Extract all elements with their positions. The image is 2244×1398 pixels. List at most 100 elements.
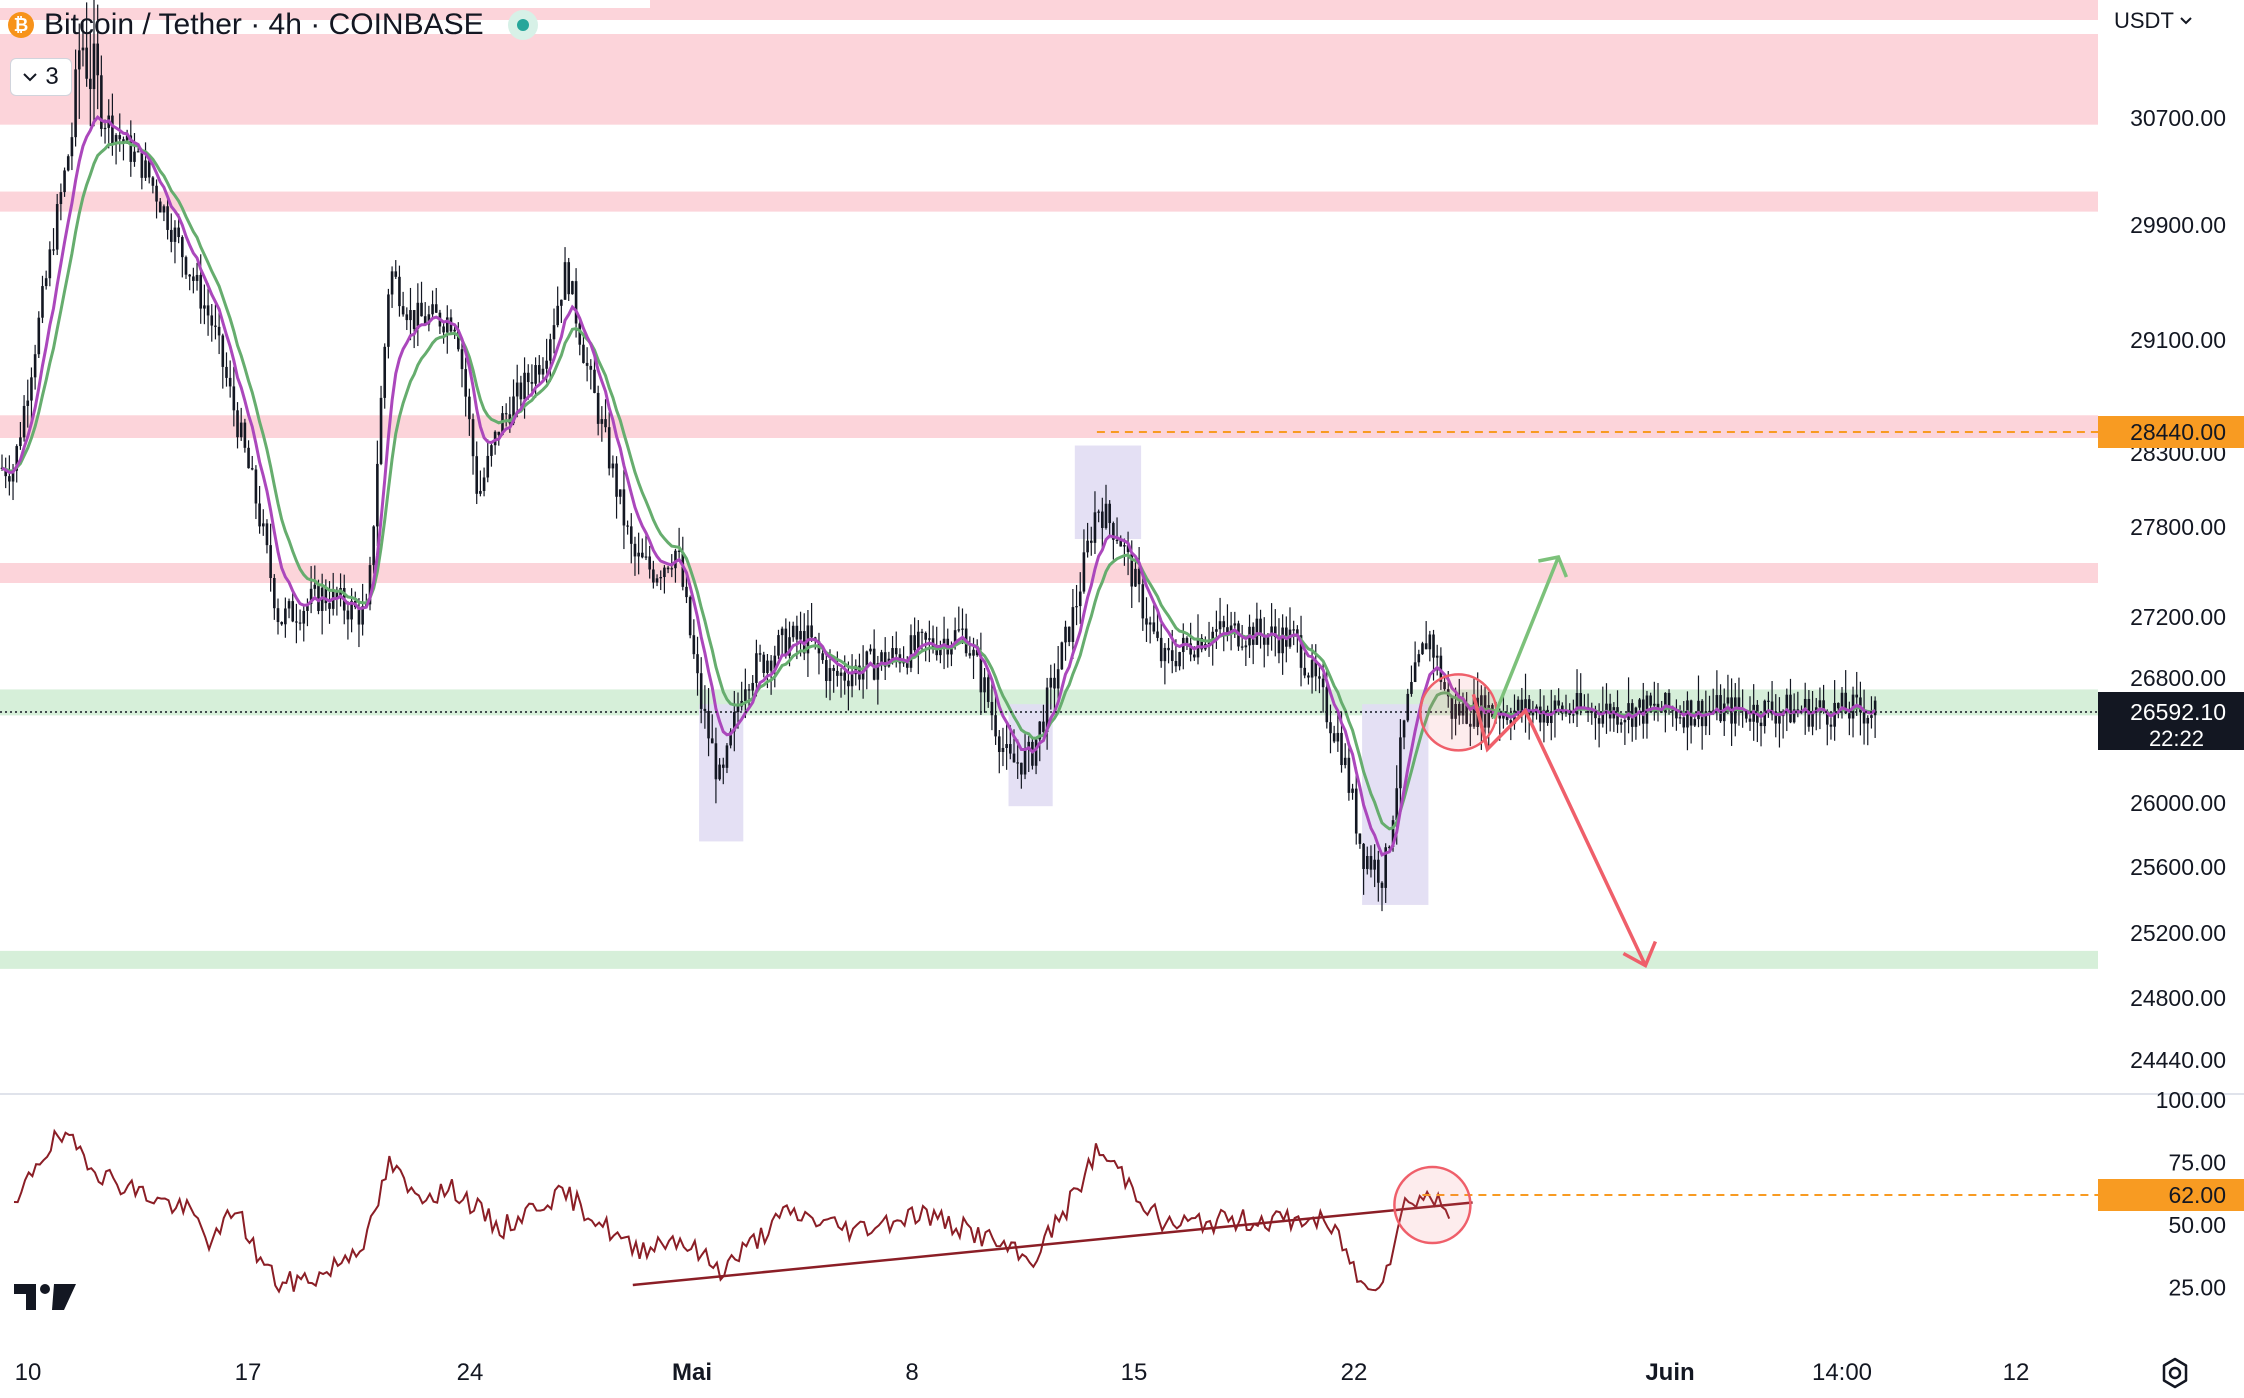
candle-body xyxy=(111,115,114,144)
candle-body xyxy=(1233,623,1237,626)
candle-body xyxy=(416,302,420,329)
candle-body xyxy=(199,274,203,309)
candle-body xyxy=(1822,700,1825,712)
candle-body xyxy=(214,325,217,327)
candle-body xyxy=(1748,718,1752,722)
candle-body xyxy=(1189,643,1192,655)
candle-body xyxy=(147,160,151,178)
candle-body xyxy=(1134,568,1137,587)
candle-body xyxy=(1296,629,1299,636)
candle-body xyxy=(63,170,66,193)
rsi-axis[interactable]: 100.00 75.00 50.00 25.00 62.00 xyxy=(2098,1087,2244,1301)
tradingview-logo-icon xyxy=(14,1284,76,1310)
candle-body xyxy=(744,689,747,701)
candle-body xyxy=(622,489,626,526)
candle-body xyxy=(990,701,994,716)
candle-body xyxy=(394,271,398,277)
candle-body xyxy=(155,185,158,202)
currency-selector[interactable]: USDT xyxy=(2114,8,2192,34)
candle-body xyxy=(1266,635,1270,645)
candle-body xyxy=(1597,718,1601,724)
collapse-count: 3 xyxy=(45,63,59,90)
candle-body xyxy=(512,396,515,424)
candle-body xyxy=(1693,719,1697,726)
candle-body xyxy=(471,419,475,457)
candle-body xyxy=(1277,637,1281,654)
candle-body xyxy=(1527,699,1531,716)
candle-body xyxy=(1406,693,1410,721)
candle-body xyxy=(1009,744,1012,754)
candle-body xyxy=(1675,711,1678,719)
candle-body xyxy=(1759,722,1763,727)
candle-body xyxy=(1060,642,1064,670)
candle-body xyxy=(1844,692,1847,714)
candle-body xyxy=(1152,622,1156,632)
time-axis[interactable]: 10 17 24 Mai 8 15 22 Juin 14:00 12 xyxy=(15,1359,2030,1386)
candle-body xyxy=(589,365,593,370)
candle-body xyxy=(1049,677,1053,688)
candle-body xyxy=(515,382,519,397)
candle-body xyxy=(674,550,677,569)
candle-body xyxy=(762,654,766,673)
candle-body xyxy=(1487,705,1491,728)
time-axis-label: 8 xyxy=(905,1359,918,1386)
candle-body xyxy=(1332,733,1336,742)
candle-body xyxy=(1053,677,1056,689)
drawings-layer xyxy=(0,431,2098,968)
candle-body xyxy=(721,764,725,768)
candle-body xyxy=(1840,692,1844,709)
candle-body xyxy=(387,294,390,347)
price-axis-label: 27200.00 xyxy=(2130,604,2226,630)
candle-body xyxy=(755,653,758,683)
price-zones-layer xyxy=(0,0,2098,969)
candle-body xyxy=(81,47,85,51)
candle-body xyxy=(788,637,791,656)
candle-body xyxy=(663,567,666,578)
candle-body xyxy=(1016,762,1019,764)
price-axis[interactable]: 30700.0029900.0029100.0028300.0027800.00… xyxy=(2098,105,2244,1073)
rsi-trendline xyxy=(632,1201,1473,1287)
candle-body xyxy=(48,249,52,279)
symbol-title[interactable]: Bitcoin / Tether · 4h · COINBASE xyxy=(44,8,484,41)
candle-body xyxy=(1034,739,1038,766)
candle-body xyxy=(1531,711,1535,716)
candle-body xyxy=(747,689,751,691)
candle-body xyxy=(431,304,434,315)
candle-body xyxy=(1719,695,1722,722)
candle-body xyxy=(140,151,144,178)
candle-body xyxy=(464,369,467,397)
tradingview-logo[interactable] xyxy=(14,1282,76,1317)
candle-body xyxy=(1115,539,1119,542)
candle-body xyxy=(368,565,372,605)
settings-icon[interactable] xyxy=(2158,1356,2192,1395)
candle-body xyxy=(37,317,41,355)
candle-body xyxy=(1377,859,1380,883)
candle-body xyxy=(1329,722,1332,734)
price-axis-label: 30700.00 xyxy=(2130,105,2226,131)
candle-body xyxy=(1042,721,1045,733)
candle-body xyxy=(85,47,88,79)
ema-slow-line xyxy=(1,140,1876,831)
candle-body xyxy=(736,706,740,713)
candle-body xyxy=(192,276,195,281)
candle-body xyxy=(1770,701,1774,715)
candle-body xyxy=(626,525,629,527)
candle-body xyxy=(957,629,961,631)
candle-body xyxy=(629,526,633,544)
candle-body xyxy=(571,281,574,295)
candle-body xyxy=(1211,631,1215,643)
candle-body xyxy=(133,151,136,162)
candle-body xyxy=(1697,700,1700,720)
candle-body xyxy=(1457,703,1461,716)
candle-body xyxy=(258,503,261,527)
candle-body xyxy=(1399,737,1402,789)
resistance-zone xyxy=(0,563,2098,583)
candle-body xyxy=(1336,732,1340,742)
candle-body xyxy=(136,151,140,153)
candle-body xyxy=(166,206,169,230)
candle-body xyxy=(766,660,769,673)
bitcoin-icon: ₿ xyxy=(8,12,34,38)
collapse-indicators-button[interactable]: 3 xyxy=(10,58,72,96)
candle-body xyxy=(920,631,924,633)
